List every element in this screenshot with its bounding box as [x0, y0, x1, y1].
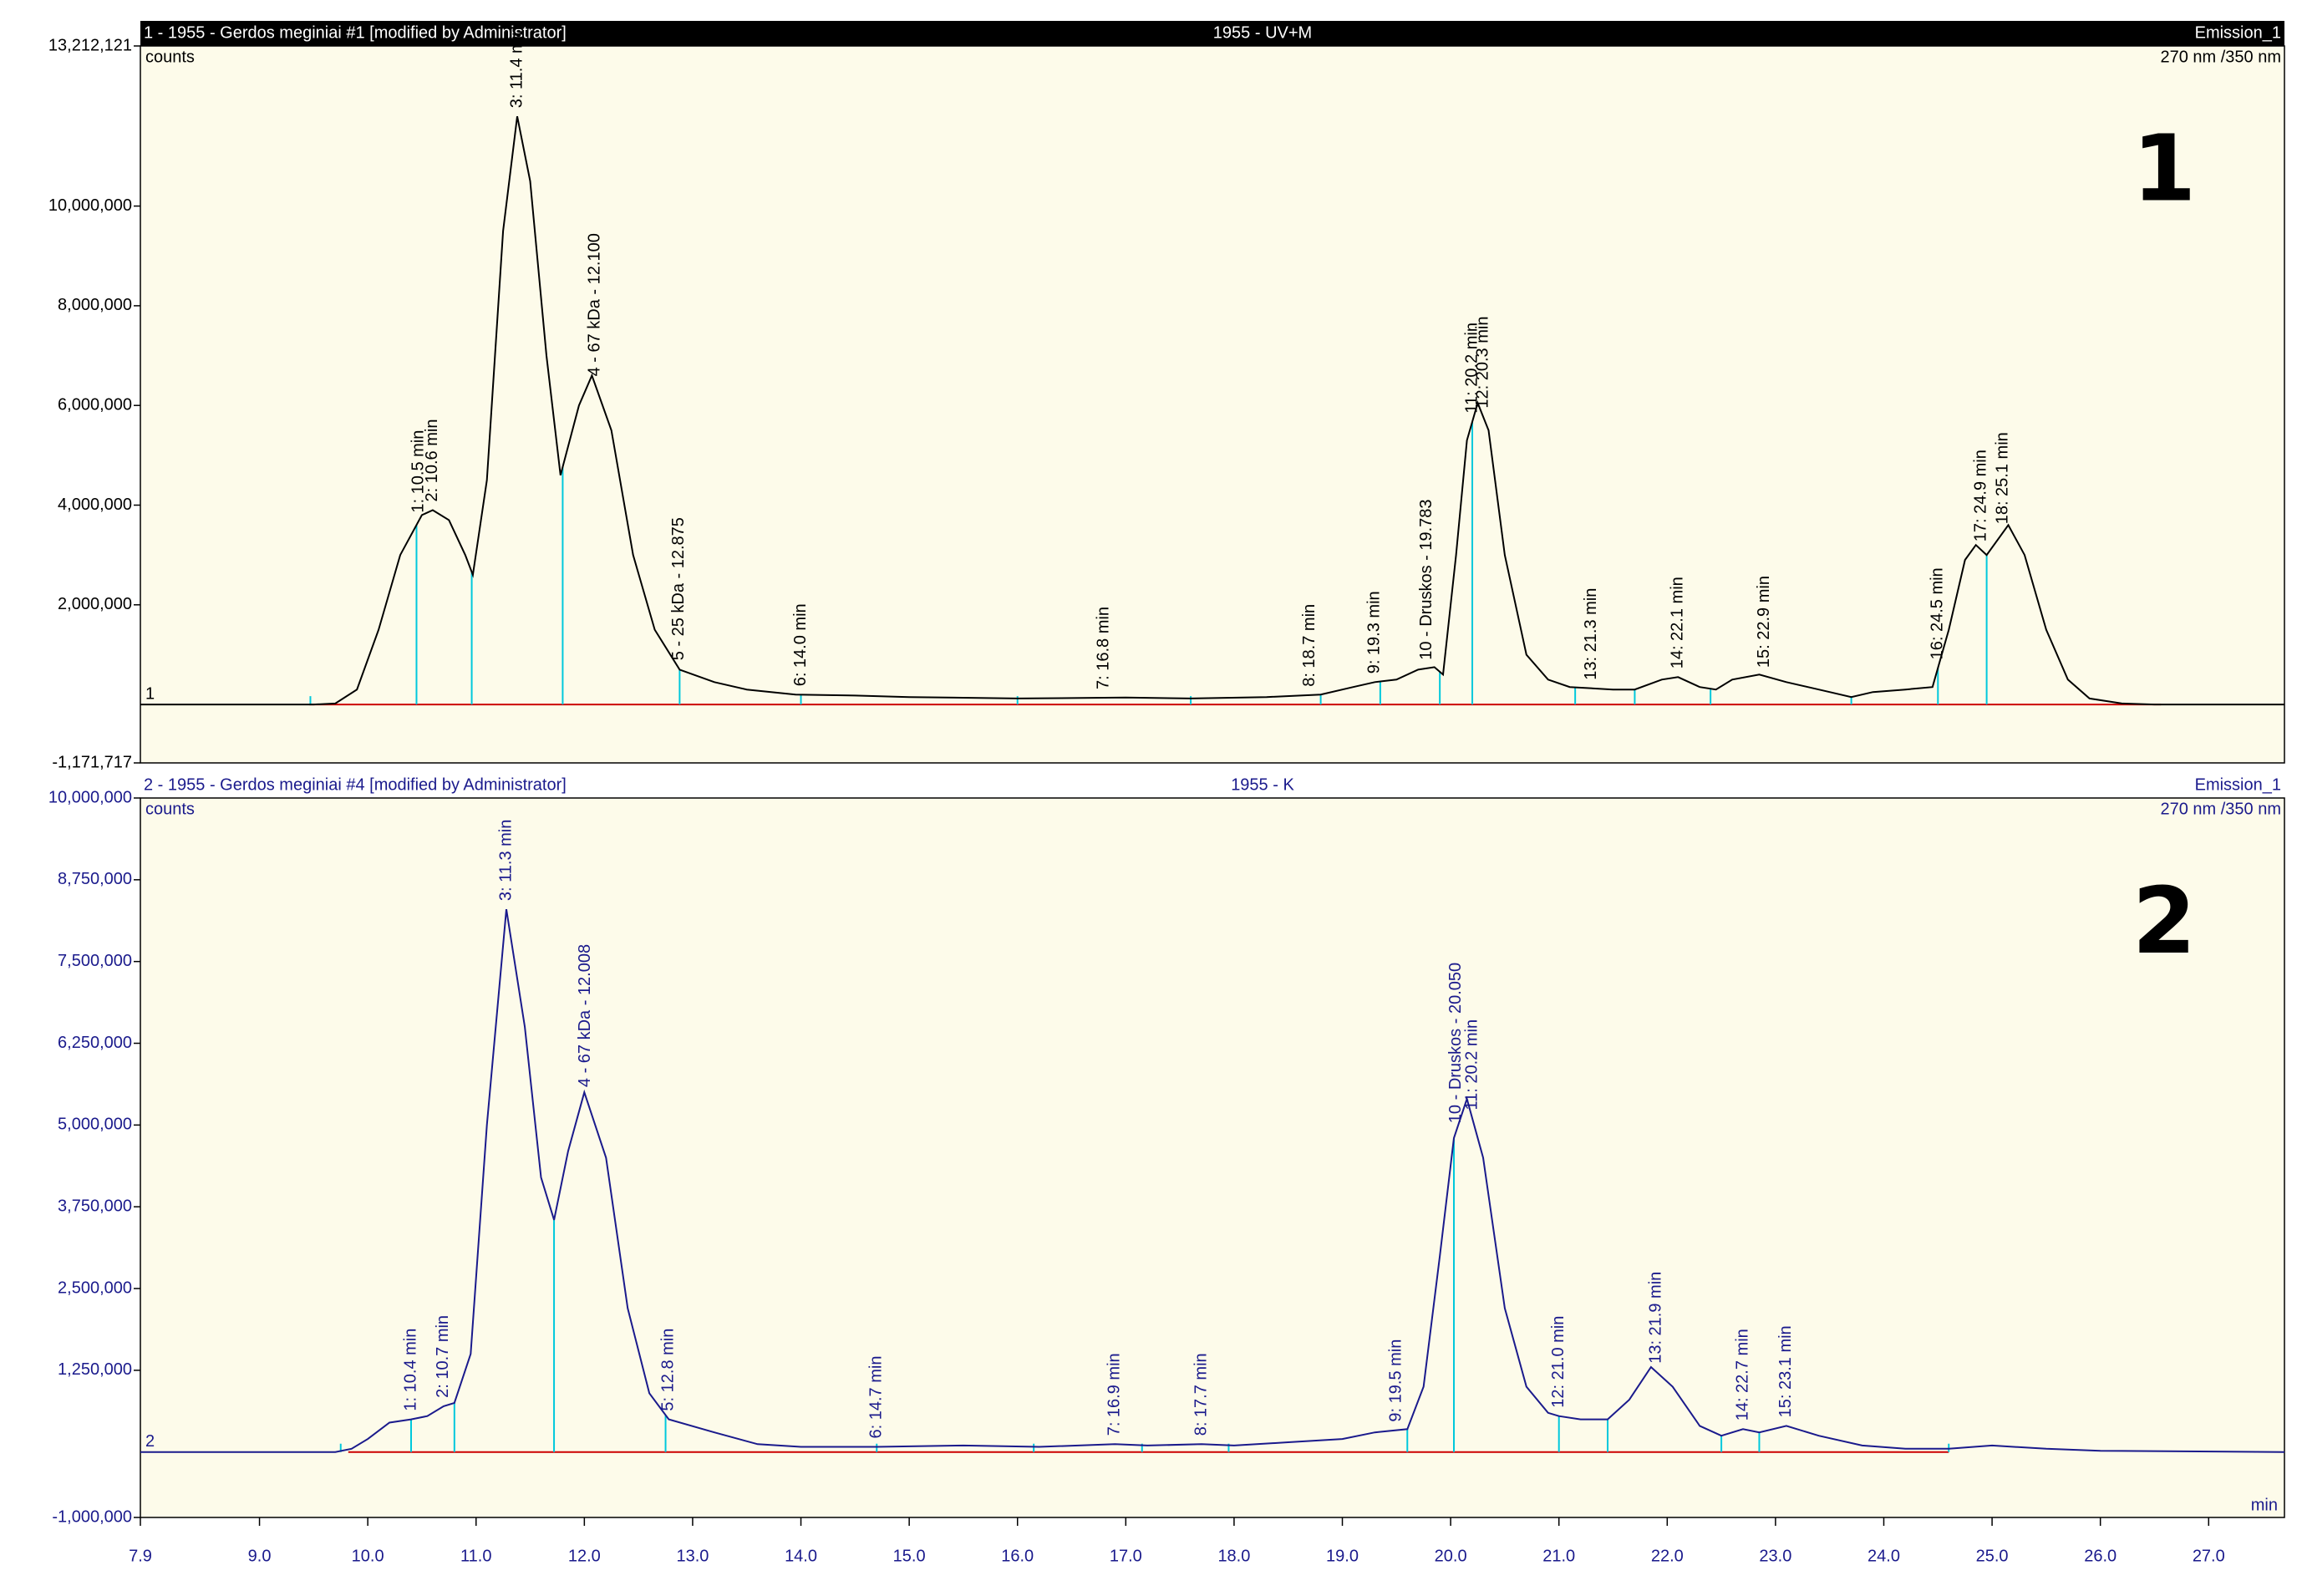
peak-label: 4 - 67 kDa - 12.008: [576, 944, 594, 1087]
header-title: 1 - 1955 - Gerdos meginiai #1 [modified …: [144, 23, 567, 42]
plot-area: [140, 45, 2285, 764]
plot-area: [140, 797, 2285, 1518]
peak-label: 14: 22.1 min: [1669, 577, 1687, 668]
unit-label: counts: [145, 800, 195, 818]
y-tick-label: 8,000,000: [58, 296, 132, 314]
x-tick-label: 9.0: [248, 1547, 272, 1565]
peak-label: 9: 19.3 min: [1365, 591, 1384, 673]
peak-label: 4 - 67 kDa - 12.100: [586, 233, 604, 376]
unit-label: counts: [145, 48, 195, 66]
peak-label: 12: 20.3 min: [1473, 317, 1491, 409]
y-tick-label: 5,000,000: [58, 1116, 132, 1134]
channel-label: 2: [145, 1432, 155, 1451]
peak-label: 10 - Druskos - 20.050: [1446, 963, 1465, 1123]
peak-label: 3: 11.3 min: [496, 820, 515, 901]
x-tick-label: 18.0: [1217, 1547, 1250, 1565]
y-tick-label: 13,212,121: [48, 36, 132, 54]
trace: [140, 116, 2284, 706]
peak-label: 12: 21.0 min: [1549, 1316, 1568, 1408]
peak-label: 13: 21.9 min: [1647, 1272, 1665, 1364]
panel-number: 1: [2132, 115, 2197, 222]
peak-label: 5 - 25 kDa - 12.875: [669, 517, 688, 660]
header-title: 2 - 1955 - Gerdos meginiai #4 [modified …: [144, 775, 567, 794]
peak-label: 11: 20.2 min: [1462, 1019, 1481, 1111]
peak-label: 10 - Druskos - 19.783: [1417, 499, 1436, 659]
wavelength-label: 270 nm /350 nm: [2160, 48, 2281, 66]
header-bar: [140, 773, 2284, 798]
peak-label: 16: 24.5 min: [1928, 567, 1947, 659]
x-tick-label: 27.0: [2193, 1547, 2225, 1565]
y-tick-label: 8,750,000: [58, 870, 132, 888]
peak-label: 14: 22.7 min: [1733, 1329, 1751, 1421]
peak-label: 5: 12.8 min: [659, 1329, 678, 1411]
y-tick-label: 10,000,000: [48, 788, 132, 806]
x-tick-label: 11.0: [460, 1547, 491, 1565]
peak-label: 15: 22.9 min: [1755, 576, 1773, 668]
y-tick-label: 3,750,000: [58, 1197, 132, 1215]
header-emission: Emission_1: [2195, 23, 2281, 42]
x-tick-label: 10.0: [352, 1547, 384, 1565]
x-tick-label: 7.9: [129, 1547, 152, 1565]
peak-label: 8: 18.7 min: [1300, 604, 1319, 687]
channel-label: 1: [145, 684, 155, 703]
panel-number: 2: [2132, 867, 2197, 974]
y-tick-label: 6,000,000: [58, 395, 132, 414]
x-tick-label: 12.0: [568, 1547, 601, 1565]
peak-label: 6: 14.7 min: [867, 1356, 886, 1439]
peak-label: 18: 25.1 min: [1993, 432, 2011, 524]
header-bar: [140, 21, 2284, 46]
x-tick-label: 15.0: [893, 1547, 926, 1565]
y-tick-label: 10,000,000: [48, 196, 132, 215]
y-tick-label: 2,500,000: [58, 1278, 132, 1297]
peak-label: 17: 24.9 min: [1971, 450, 1989, 541]
y-tick-label: 4,000,000: [58, 496, 132, 514]
peak-label: 2: 10.6 min: [423, 419, 441, 502]
peak-label: 1: 10.5 min: [409, 430, 427, 513]
y-tick-label: -1,171,717: [52, 753, 132, 771]
peak-label: 2: 10.7 min: [434, 1315, 452, 1398]
wavelength-label: 270 nm /350 nm: [2160, 800, 2281, 818]
x-tick-label: 13.0: [676, 1547, 709, 1565]
y-tick-label: 2,000,000: [58, 595, 132, 613]
peak-label: 8: 17.7 min: [1192, 1353, 1210, 1436]
header-detector: 1955 - UV+M: [1213, 23, 1312, 42]
y-tick-label: -1,000,000: [52, 1507, 132, 1526]
header-detector: 1955 - K: [1231, 775, 1294, 794]
x-tick-label: 22.0: [1651, 1547, 1684, 1565]
x-tick-label: 21.0: [1542, 1547, 1575, 1565]
peak-label: 1: 10.4 min: [401, 1329, 419, 1411]
y-tick-label: 7,500,000: [58, 952, 132, 970]
peak-label: 15: 23.1 min: [1776, 1325, 1795, 1417]
x-tick-label: 16.0: [1001, 1547, 1034, 1565]
header-emission: Emission_1: [2195, 775, 2281, 794]
peak-label: 9: 19.5 min: [1387, 1339, 1405, 1422]
y-tick-label: 6,250,000: [58, 1034, 132, 1052]
peak-label: 7: 16.9 min: [1105, 1353, 1124, 1436]
y-tick-label: 1,250,000: [58, 1360, 132, 1379]
x-tick-label: 25.0: [1976, 1547, 2009, 1565]
x-tick-label: 24.0: [1868, 1547, 1900, 1565]
peak-label: 11: 20.2 min: [1462, 323, 1481, 414]
trace: [140, 908, 2285, 1453]
peak-label: 7: 16.8 min: [1095, 607, 1113, 689]
x-axis-label: min: [2251, 1496, 2278, 1514]
x-tick-label: 14.0: [785, 1547, 817, 1565]
x-tick-label: 19.0: [1326, 1547, 1359, 1565]
peak-label: 13: 21.3 min: [1582, 588, 1600, 680]
peak-label: 6: 14.0 min: [791, 603, 810, 686]
x-tick-label: 23.0: [1759, 1547, 1791, 1565]
x-tick-label: 26.0: [2084, 1547, 2117, 1565]
peak-label: 3: 11.4 min: [507, 27, 526, 108]
x-tick-label: 17.0: [1110, 1547, 1142, 1565]
x-tick-label: 20.0: [1435, 1547, 1467, 1565]
